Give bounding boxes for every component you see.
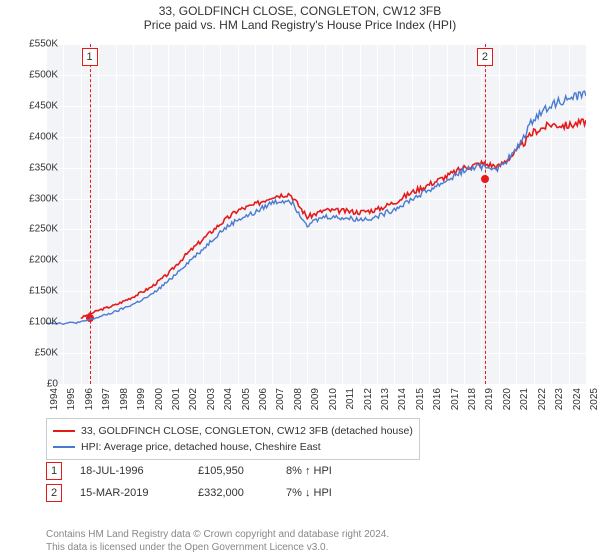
chart-lines — [46, 44, 586, 384]
y-axis-label: £100K — [14, 317, 58, 328]
series-line — [81, 119, 586, 318]
x-axis-label: 2015 — [415, 388, 426, 410]
y-axis-label: £350K — [14, 162, 58, 173]
datapoint-row: 2 15-MAR-2019 £332,000 7% ↓ HPI — [46, 482, 332, 504]
x-axis-label: 2022 — [537, 388, 548, 410]
x-axis-label: 2011 — [345, 388, 356, 410]
x-axis-label: 2000 — [154, 388, 165, 410]
datapoint-table: 1 18-JUL-1996 £105,950 8% ↑ HPI 2 15-MAR-2019… — [46, 460, 332, 504]
y-axis-label: £150K — [14, 286, 58, 297]
y-axis-label: £500K — [14, 69, 58, 80]
footer-attribution: Contains HM Land Registry data © Crown c… — [46, 528, 389, 554]
x-axis-label: 2025 — [589, 388, 600, 410]
x-axis-label: 1999 — [136, 388, 147, 410]
x-axis-label: 2002 — [188, 388, 199, 410]
footer-line2: This data is licensed under the Open Gov… — [46, 541, 389, 554]
x-axis-label: 2006 — [258, 388, 269, 410]
x-axis-label: 2010 — [328, 388, 339, 410]
x-axis-label: 2023 — [554, 388, 565, 410]
x-axis-label: 2013 — [380, 388, 391, 410]
x-axis-label: 2009 — [310, 388, 321, 410]
x-axis-label: 1994 — [49, 388, 60, 410]
x-axis-label: 2003 — [206, 388, 217, 410]
y-axis-label: £400K — [14, 131, 58, 142]
series-line — [46, 91, 586, 324]
x-axis-label: 2007 — [275, 388, 286, 410]
x-axis-label: 2020 — [502, 388, 513, 410]
x-axis-label: 1997 — [101, 388, 112, 410]
datapoint-price: £332,000 — [198, 487, 268, 499]
legend: 33, GOLDFINCH CLOSE, CONGLETON, CW12 3FB… — [46, 418, 420, 460]
x-axis-label: 2024 — [572, 388, 583, 410]
x-axis-label: 2021 — [519, 388, 530, 410]
datapoint-date: 18-JUL-1996 — [80, 465, 180, 477]
legend-label: HPI: Average price, detached house, Ches… — [81, 439, 321, 455]
legend-item: HPI: Average price, detached house, Ches… — [53, 439, 413, 455]
x-axis-label: 2017 — [450, 388, 461, 410]
y-axis-label: £250K — [14, 224, 58, 235]
x-axis-label: 2016 — [432, 388, 443, 410]
x-axis-label: 2018 — [467, 388, 478, 410]
y-axis-label: £550K — [14, 39, 58, 50]
datapoint-delta: 7% ↓ HPI — [286, 487, 332, 499]
x-axis-label: 2014 — [397, 388, 408, 410]
datapoint-row: 1 18-JUL-1996 £105,950 8% ↑ HPI — [46, 460, 332, 482]
legend-swatch — [53, 430, 75, 432]
y-axis-label: £0 — [14, 379, 58, 390]
datapoint-date: 15-MAR-2019 — [80, 487, 180, 499]
x-axis-label: 1995 — [66, 388, 77, 410]
chart-title-line1: 33, GOLDFINCH CLOSE, CONGLETON, CW12 3FB — [0, 0, 600, 18]
x-axis-label: 2012 — [363, 388, 374, 410]
datapoint-index-box: 1 — [46, 462, 62, 480]
legend-item: 33, GOLDFINCH CLOSE, CONGLETON, CW12 3FB… — [53, 423, 413, 439]
x-axis-label: 1996 — [84, 388, 95, 410]
datapoint-index-box: 2 — [46, 484, 62, 502]
x-axis-label: 1998 — [119, 388, 130, 410]
y-axis-label: £50K — [14, 348, 58, 359]
legend-label: 33, GOLDFINCH CLOSE, CONGLETON, CW12 3FB… — [81, 423, 413, 439]
x-axis-label: 2008 — [293, 388, 304, 410]
footer-line1: Contains HM Land Registry data © Crown c… — [46, 528, 389, 541]
y-axis-label: £300K — [14, 193, 58, 204]
legend-swatch — [53, 446, 75, 448]
y-axis-label: £450K — [14, 100, 58, 111]
x-axis-label: 2019 — [484, 388, 495, 410]
datapoint-delta: 8% ↑ HPI — [286, 465, 332, 477]
chart-area: 12 1994199519961997199819992000200120022… — [46, 44, 586, 384]
chart-title-line2: Price paid vs. HM Land Registry's House … — [0, 18, 600, 36]
x-axis-label: 2004 — [223, 388, 234, 410]
x-axis-label: 2005 — [241, 388, 252, 410]
x-axis-label: 2001 — [171, 388, 182, 410]
y-axis-label: £200K — [14, 255, 58, 266]
datapoint-price: £105,950 — [198, 465, 268, 477]
